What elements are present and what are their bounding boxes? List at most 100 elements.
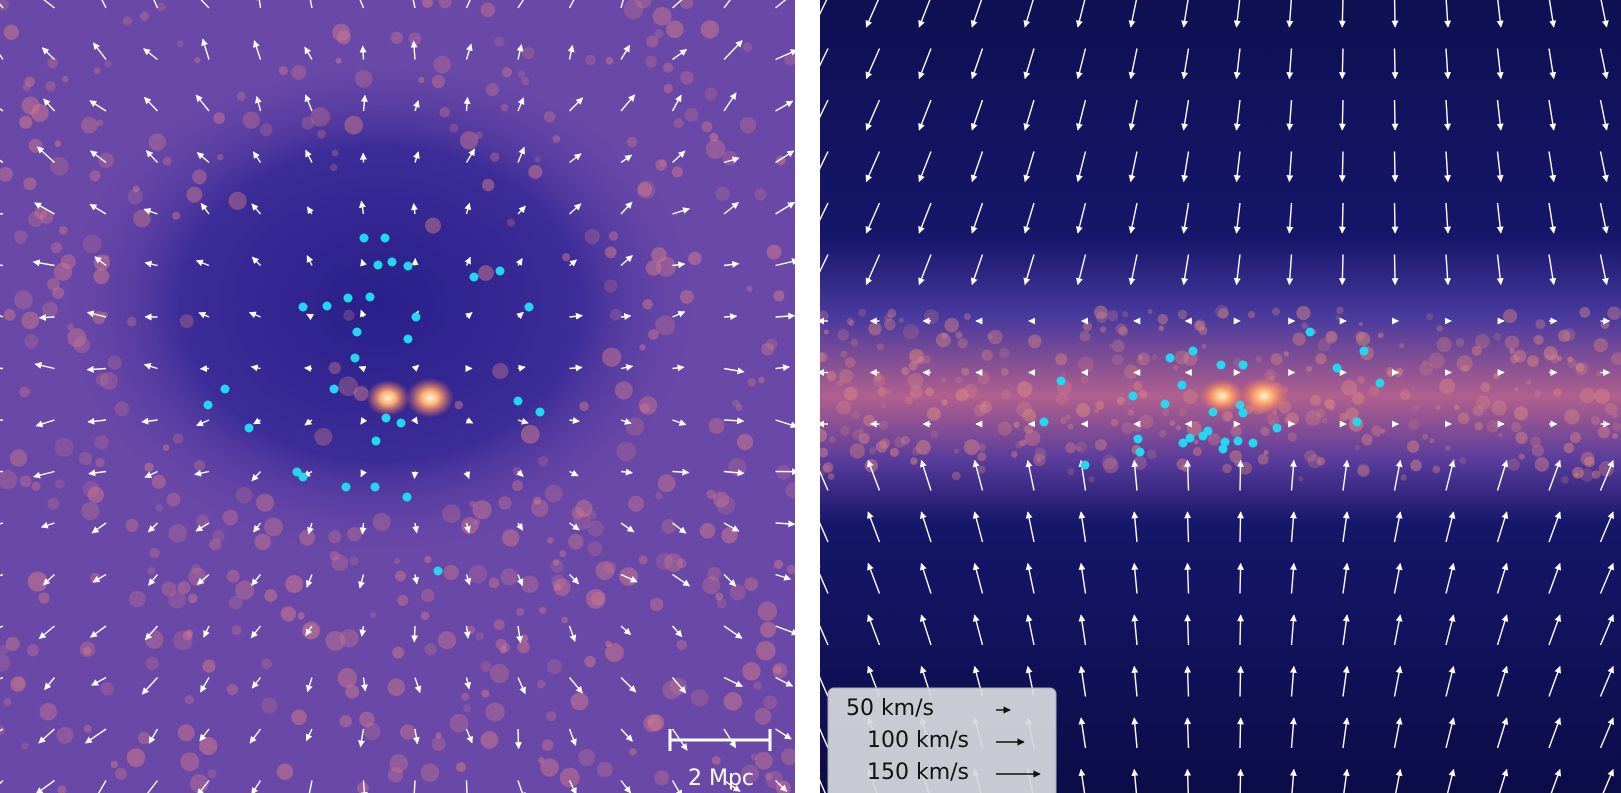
density-blob (1027, 334, 1042, 349)
density-blob (515, 607, 525, 617)
density-blob (536, 679, 546, 689)
velocity-arrow (143, 48, 158, 61)
density-blob (877, 387, 887, 396)
velocity-arrow (309, 0, 313, 9)
density-blob (0, 166, 13, 182)
density-blob (1121, 422, 1134, 435)
density-blob (654, 29, 664, 39)
density-blob (1094, 305, 1108, 320)
velocity-arrow (1131, 768, 1139, 793)
density-blob (1304, 449, 1317, 463)
density-blob (1612, 422, 1621, 432)
density-blob (1011, 451, 1018, 458)
velocity-arrow (34, 202, 55, 215)
density-blob (626, 136, 638, 148)
density-blob (1324, 331, 1338, 345)
density-blob (605, 56, 614, 65)
density-blob (1605, 402, 1618, 416)
density-blob (83, 724, 92, 733)
density-blob (1413, 404, 1420, 411)
velocity-arrow (304, 418, 313, 426)
velocity-arrow (1338, 254, 1346, 286)
density-blob (1036, 458, 1041, 463)
density-blob (172, 211, 181, 220)
velocity-arrow (1599, 511, 1614, 543)
density-blob (1013, 421, 1020, 428)
density-blob (851, 411, 860, 420)
density-blob (821, 464, 830, 474)
density-blob (280, 606, 297, 622)
velocity-arrow (820, 511, 829, 543)
velocity-arrow (517, 364, 526, 372)
velocity-arrow (1233, 202, 1241, 234)
density-blob (343, 309, 355, 321)
density-blob (1139, 414, 1154, 429)
density-blob (780, 748, 795, 766)
density-blob (93, 67, 101, 75)
density-blob (424, 643, 437, 656)
velocity-arrow (1023, 254, 1035, 286)
density-blob (616, 441, 637, 462)
galaxy-point (1305, 327, 1315, 337)
velocity-arrow (1498, 768, 1509, 793)
density-blob (94, 435, 109, 450)
velocity-arrow (0, 470, 4, 473)
galaxy-point (535, 407, 545, 417)
density-blob (1067, 423, 1074, 430)
density-blob (646, 35, 659, 48)
velocity-arrow (360, 416, 368, 425)
density-blob (680, 71, 694, 85)
density-blob (1607, 306, 1621, 320)
velocity-arrow (723, 676, 743, 688)
velocity-arrow (305, 625, 313, 636)
velocity-arrow (1286, 48, 1294, 80)
density-blob (1352, 392, 1365, 405)
density-blob (196, 514, 210, 528)
density-blob (1321, 417, 1328, 424)
density-blob (96, 119, 104, 127)
density-blob (1301, 322, 1309, 329)
density-blob (1316, 456, 1326, 466)
density-blob (1564, 409, 1580, 425)
velocity-arrow (411, 364, 420, 372)
density-blob (741, 764, 760, 783)
density-blob (706, 489, 716, 500)
density-blob (533, 496, 542, 505)
density-blob (42, 301, 58, 318)
density-blob (1544, 354, 1551, 361)
density-blob (95, 457, 105, 468)
density-blob (910, 457, 918, 465)
velocity-arrow (820, 151, 829, 170)
density-blob (1176, 458, 1189, 471)
velocity-arrow (820, 665, 829, 697)
density-blob (963, 313, 971, 321)
density-blob (166, 492, 181, 507)
velocity-arrow (203, 625, 210, 638)
density-blob (302, 622, 320, 640)
density-blob (977, 465, 986, 474)
velocity-arrow (413, 151, 420, 163)
density-blob (129, 590, 146, 608)
density-blob (754, 751, 773, 770)
velocity-arrow (867, 614, 881, 646)
velocity-arrow (1599, 202, 1609, 234)
velocity-arrow (464, 312, 473, 320)
density-blob (261, 697, 278, 714)
density-blob (1361, 434, 1373, 446)
velocity-arrow (569, 259, 578, 267)
velocity-arrow (865, 151, 881, 183)
density-blob (463, 704, 471, 713)
density-blob (923, 309, 939, 325)
density-blob (889, 447, 899, 457)
density-blob (1108, 343, 1114, 349)
velocity-arrow (1131, 614, 1139, 646)
density-blob (1569, 432, 1581, 444)
density-blob (1201, 343, 1207, 349)
density-blob (1432, 465, 1441, 474)
density-blob (1472, 405, 1484, 417)
density-blob (54, 140, 61, 147)
velocity-arrow (147, 780, 159, 793)
density-blob (739, 117, 757, 134)
density-blob (1065, 414, 1071, 420)
density-blob (421, 588, 435, 603)
